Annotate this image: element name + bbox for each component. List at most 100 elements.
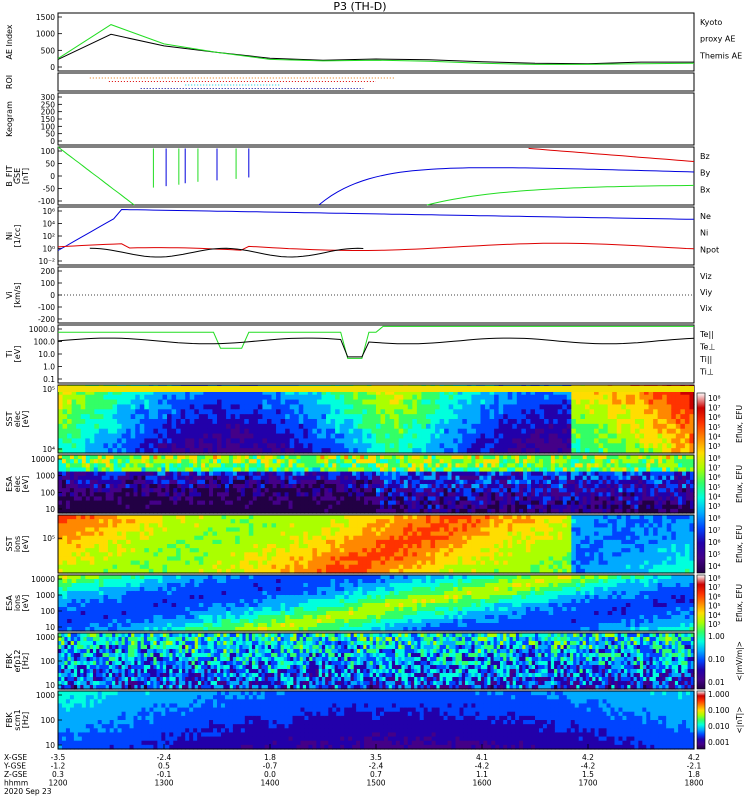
spectrogram-cell — [376, 479, 381, 485]
spectrogram-cell — [76, 548, 82, 553]
spectrogram-cell — [85, 423, 91, 430]
spectrogram-cell — [253, 544, 259, 549]
spectrogram-cell — [571, 414, 577, 420]
spectrogram-cell — [616, 448, 622, 454]
spectrogram-cell — [376, 389, 382, 396]
spectrogram-cell — [176, 519, 182, 524]
spectrogram-cell — [455, 504, 461, 510]
spectrogram-cell — [352, 488, 357, 493]
spectrogram-cell — [348, 475, 353, 481]
y-tick-label: 0 — [50, 137, 55, 146]
spectrogram-cell — [515, 500, 520, 506]
spectrogram-cell — [262, 519, 268, 524]
spectrogram-cell — [328, 500, 333, 506]
spectrogram-cell — [276, 504, 282, 510]
spectrogram-cell — [130, 423, 136, 430]
spectrogram-cell — [586, 484, 592, 489]
spectrogram-cell — [157, 467, 162, 473]
spectrogram-cell — [357, 443, 363, 449]
spectrogram-cell — [94, 394, 100, 401]
spectrogram-cell — [439, 488, 445, 493]
spectrogram-cell — [117, 492, 123, 498]
spectrogram-cell — [244, 409, 250, 415]
spectrogram-cell — [431, 488, 437, 493]
spectrogram-cell — [121, 428, 127, 435]
spectrogram-cell — [639, 423, 645, 430]
spectrogram-cell — [662, 459, 667, 464]
spectrogram-cell — [180, 404, 186, 410]
spectrogram-cell — [557, 399, 563, 406]
spectrogram-cell — [176, 423, 182, 430]
spectrogram-cell — [614, 463, 620, 469]
spectrogram-cell — [516, 438, 522, 444]
spectrogram-cell — [451, 467, 457, 473]
spectrogram-cell — [379, 496, 385, 502]
spectrogram-cell — [262, 419, 268, 425]
spectrogram-cell — [372, 508, 377, 514]
spectrogram-cell — [185, 488, 190, 493]
spectrogram-cell — [65, 471, 71, 477]
spectrogram-cell — [515, 471, 520, 477]
spectrogram-cell — [574, 455, 580, 460]
spectrogram-cell — [220, 459, 226, 464]
spectrogram-cell — [62, 414, 68, 420]
spectrogram-cell — [662, 508, 667, 514]
spectrogram-cell — [101, 471, 107, 477]
spectrogram-cell — [312, 496, 317, 502]
spectrogram-cell — [139, 544, 145, 549]
spectrogram-cell — [117, 539, 123, 545]
spectrogram-cell — [67, 535, 73, 541]
spectrogram-cell — [582, 504, 588, 510]
spectrogram-cell — [312, 475, 317, 481]
spectrogram-cell — [535, 500, 540, 506]
spectrogram-cell — [201, 488, 206, 493]
spectrogram-cell — [380, 433, 386, 440]
spectrogram-cell — [189, 404, 195, 410]
spectrogram-cell — [535, 428, 541, 435]
spectrogram-cell — [638, 488, 643, 493]
spectrogram-cell — [62, 552, 68, 558]
spectrogram-cell — [73, 488, 79, 493]
spectrogram-cell — [62, 409, 68, 415]
spectrogram-cell — [431, 492, 437, 498]
spectrogram-cell — [89, 409, 95, 415]
spectrogram-cell — [621, 428, 627, 435]
spectrogram-cell — [512, 399, 518, 406]
spectrogram-cell — [284, 484, 290, 489]
spectrogram-cell — [235, 527, 241, 533]
spectrogram-cell — [85, 459, 91, 464]
spectrogram-cell — [666, 484, 671, 489]
spectrogram-cell — [489, 448, 495, 454]
spectrogram-cell — [622, 471, 628, 477]
spectrogram-cell — [621, 433, 627, 440]
spectrogram-cell — [435, 409, 441, 415]
spectrogram-cell — [298, 404, 304, 410]
spectrogram-cell — [244, 535, 250, 541]
spectrogram-cell — [650, 508, 655, 514]
spectrogram-cell — [412, 448, 418, 454]
spectrogram-cell — [209, 508, 214, 514]
legend-label: Vix — [700, 304, 713, 313]
spectrogram-cell — [167, 519, 173, 524]
spectrogram-cell — [328, 492, 333, 498]
spectrogram-cell — [479, 484, 484, 489]
spectrogram-cell — [130, 548, 136, 553]
spectrogram-cell — [364, 496, 369, 502]
spectrogram-cell — [157, 414, 164, 420]
spectrogram-cell — [339, 409, 345, 415]
spectrogram-cell — [312, 448, 318, 454]
spectrogram-cell — [236, 484, 242, 489]
spectrogram-cell — [85, 455, 91, 460]
spectrogram-cell — [356, 504, 361, 510]
spectrogram-cell — [630, 414, 636, 420]
spectrogram-cell — [403, 433, 409, 440]
spectrogram-cell — [198, 560, 204, 566]
spectrogram-cell — [521, 443, 527, 449]
spectrogram-cell — [455, 500, 461, 506]
spectrogram-cell — [352, 504, 357, 510]
spectrogram-cell — [117, 479, 123, 485]
spectrogram-cell — [321, 438, 327, 444]
spectrogram-cell — [105, 463, 111, 469]
spectrogram-cell — [444, 394, 450, 401]
